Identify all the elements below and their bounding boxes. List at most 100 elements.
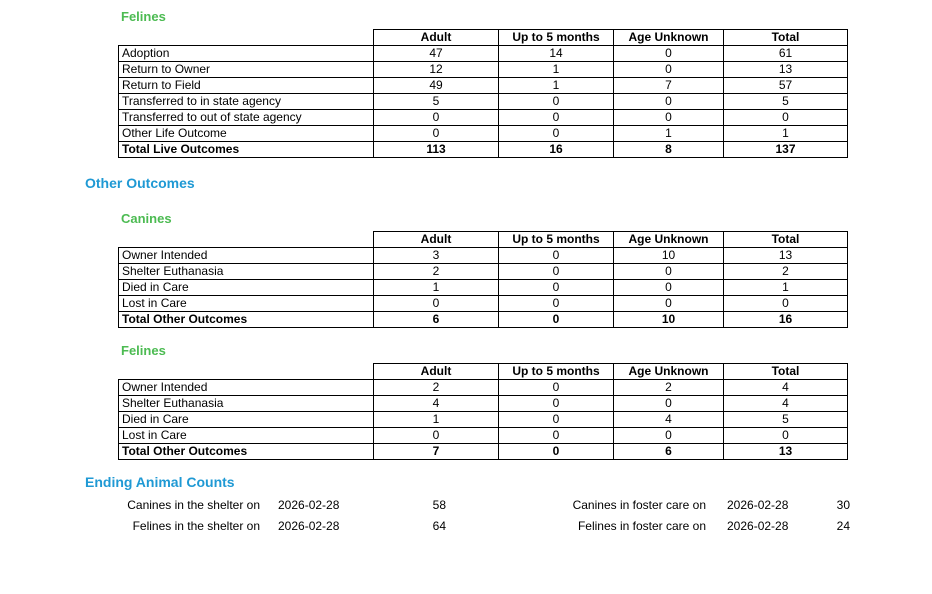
value-cell: 2 <box>373 263 499 280</box>
table-total-row: Total Other Outcomes 7 0 6 13 <box>118 443 848 460</box>
column-header: Up to 5 months <box>498 363 614 380</box>
row-label-cell: Total Live Outcomes <box>118 141 374 158</box>
table-row: Transferred to out of state agency 0 0 0 0 <box>118 109 848 126</box>
row-label-cell: Transferred to in state agency <box>118 93 374 110</box>
felines-other-outcomes-table: Adult Up to 5 months Age Unknown Total Owner… <box>118 363 848 460</box>
value-cell: 1 <box>723 279 848 296</box>
value-cell: 0 <box>613 279 724 296</box>
value-cell: 4 <box>613 411 724 428</box>
heading-canines-other-outcomes: Canines <box>121 211 172 226</box>
table-row: Shelter Euthanasia 2 0 0 2 <box>118 263 848 280</box>
felines-foster-count-date: 2026-02-28 <box>727 519 789 533</box>
value-cell: 3 <box>373 247 499 264</box>
value-cell: 0 <box>498 395 614 412</box>
row-label-cell: Return to Field <box>118 77 374 94</box>
value-cell: 5 <box>373 93 499 110</box>
value-cell: 4 <box>373 395 499 412</box>
row-label-cell: Shelter Euthanasia <box>118 263 374 280</box>
column-header: Age Unknown <box>613 363 724 380</box>
value-cell: 0 <box>613 295 724 312</box>
canines-shelter-count-label: Canines in the shelter on <box>127 498 260 512</box>
table-header-row: Adult Up to 5 months Age Unknown Total <box>119 363 848 380</box>
table-row: Return to Field 49 1 7 57 <box>118 77 848 94</box>
value-cell: 10 <box>613 247 724 264</box>
value-cell: 1 <box>373 411 499 428</box>
row-label-cell: Lost in Care <box>118 295 374 312</box>
value-cell: 6 <box>373 311 499 328</box>
value-cell: 16 <box>723 311 848 328</box>
canines-other-outcomes-table: Adult Up to 5 months Age Unknown Total Owner… <box>118 231 848 328</box>
value-cell: 16 <box>498 141 614 158</box>
canines-shelter-count-value: 58 <box>432 498 446 512</box>
row-label-cell: Total Other Outcomes <box>118 311 374 328</box>
table-header-row: Adult Up to 5 months Age Unknown Total <box>119 29 848 46</box>
felines-shelter-count-value: 64 <box>432 519 446 533</box>
table-total-row: Total Live Outcomes 113 16 8 137 <box>118 141 848 158</box>
row-label-cell: Died in Care <box>118 411 374 428</box>
value-cell: 0 <box>498 427 614 444</box>
value-cell: 7 <box>373 443 499 460</box>
value-cell: 0 <box>373 295 499 312</box>
value-cell: 14 <box>498 45 614 62</box>
felines-foster-count-value: 24 <box>836 519 850 533</box>
canines-foster-count-date: 2026-02-28 <box>727 498 789 512</box>
ending-counts-block: Canines in the shelter on 2026-02-28 58 … <box>0 495 932 537</box>
value-cell: 0 <box>613 45 724 62</box>
column-header: Total <box>723 231 848 248</box>
table-row: Shelter Euthanasia 4 0 0 4 <box>118 395 848 412</box>
row-label-cell: Shelter Euthanasia <box>118 395 374 412</box>
table-row: Lost in Care 0 0 0 0 <box>118 427 848 444</box>
value-cell: 7 <box>613 77 724 94</box>
felines-shelter-count-date: 2026-02-28 <box>278 519 340 533</box>
value-cell: 0 <box>613 93 724 110</box>
table-corner-cell <box>119 232 374 248</box>
column-header: Age Unknown <box>613 231 724 248</box>
value-cell: 113 <box>373 141 499 158</box>
value-cell: 0 <box>373 109 499 126</box>
value-cell: 0 <box>613 109 724 126</box>
canines-shelter-count-date: 2026-02-28 <box>278 498 340 512</box>
row-label-cell: Owner Intended <box>118 247 374 264</box>
value-cell: 4 <box>723 379 848 396</box>
value-cell: 0 <box>498 125 614 142</box>
value-cell: 6 <box>613 443 724 460</box>
column-header: Adult <box>373 29 499 46</box>
value-cell: 0 <box>498 279 614 296</box>
table-row: Adoption 47 14 0 61 <box>118 45 848 62</box>
value-cell: 0 <box>498 295 614 312</box>
row-label-cell: Owner Intended <box>118 379 374 396</box>
column-header: Adult <box>373 231 499 248</box>
value-cell: 12 <box>373 61 499 78</box>
table-total-row: Total Other Outcomes 6 0 10 16 <box>118 311 848 328</box>
heading-ending-animal-counts: Ending Animal Counts <box>85 474 235 490</box>
value-cell: 0 <box>723 109 848 126</box>
value-cell: 13 <box>723 247 848 264</box>
value-cell: 10 <box>613 311 724 328</box>
value-cell: 0 <box>498 311 614 328</box>
row-label-cell: Adoption <box>118 45 374 62</box>
value-cell: 2 <box>723 263 848 280</box>
value-cell: 0 <box>373 125 499 142</box>
value-cell: 0 <box>498 263 614 280</box>
count-row-canines: Canines in the shelter on 2026-02-28 58 … <box>0 495 932 516</box>
table-row: Lost in Care 0 0 0 0 <box>118 295 848 312</box>
table-row: Owner Intended 3 0 10 13 <box>118 247 848 264</box>
table-row: Transferred to in state agency 5 0 0 5 <box>118 93 848 110</box>
value-cell: 1 <box>498 61 614 78</box>
value-cell: 0 <box>498 443 614 460</box>
value-cell: 4 <box>723 395 848 412</box>
value-cell: 0 <box>498 93 614 110</box>
value-cell: 0 <box>723 295 848 312</box>
felines-foster-count-label: Felines in foster care on <box>577 519 706 533</box>
value-cell: 0 <box>613 263 724 280</box>
value-cell: 0 <box>613 427 724 444</box>
value-cell: 1 <box>373 279 499 296</box>
value-cell: 2 <box>613 379 724 396</box>
value-cell: 0 <box>498 109 614 126</box>
value-cell: 0 <box>373 427 499 444</box>
column-header: Up to 5 months <box>498 231 614 248</box>
table-row: Died in Care 1 0 4 5 <box>118 411 848 428</box>
report-page: Felines Adult Up to 5 months Age Unknown To… <box>0 8 932 537</box>
value-cell: 49 <box>373 77 499 94</box>
column-header: Age Unknown <box>613 29 724 46</box>
